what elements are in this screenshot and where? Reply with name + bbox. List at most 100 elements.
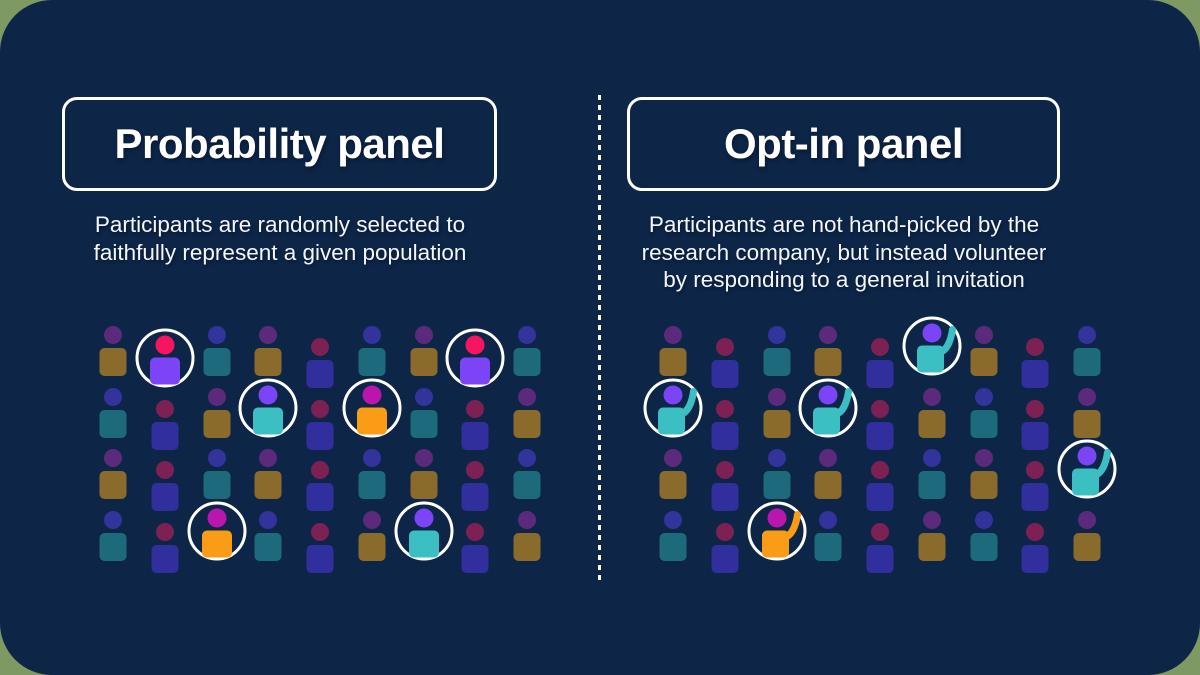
person-icon [203,326,230,376]
person-icon [513,326,541,376]
person-icon [1021,461,1049,512]
person-icon [306,338,334,388]
selection-ring [238,378,298,438]
person-icon [763,387,790,438]
person-icon [918,387,946,438]
selected-person-icon [342,378,402,438]
selection-ring [747,501,806,561]
person-icon [306,399,334,450]
person-icon [151,399,179,450]
raised-arm [832,387,853,418]
person-icon [1021,523,1049,574]
person-icon [763,326,790,376]
person-icon [358,326,386,376]
volunteer-person-icon [643,378,703,438]
person-icon [513,449,541,500]
probability-title-box: Probability panel [62,97,497,191]
person-icon [970,387,997,438]
selection-ring [1057,439,1117,499]
selection-ring [902,316,962,376]
selected-person-icon [135,328,195,388]
person-icon [1073,326,1101,376]
selected-person-icon [238,378,298,438]
person-icon [461,399,489,450]
person-icon [970,511,997,562]
divider-dotted-line [598,95,601,582]
person-icon [866,523,894,574]
person-icon [866,338,894,388]
description-line: Participants are not hand-picked by the [648,212,1040,237]
probability-title: Probability panel [114,120,445,167]
selected-person-icon [394,501,453,561]
description-line: research company, but instead volunteer [641,239,1047,265]
selection-ring [187,501,246,561]
person-icon [814,511,842,562]
person-icon [970,326,997,376]
person-icon [918,511,946,562]
person-icon [410,387,437,438]
volunteer-person-icon [902,316,962,376]
person-icon [151,461,179,512]
person-icon [306,461,334,512]
person-icon [513,511,541,562]
selection-ring [643,378,703,438]
person-icon [814,449,842,500]
probability-description: Participants are randomly selected to fa… [20,211,540,266]
description-line: by responding to a general invitation [663,267,1025,292]
description-line: faithfully represent a given population [93,239,467,265]
person-icon [513,387,541,438]
person-icon [711,523,739,574]
person-icon [659,511,687,562]
person-icon [358,511,386,562]
person-icon [763,449,790,500]
raised-arm [781,511,801,541]
selection-ring [445,328,505,388]
selection-ring [342,378,402,438]
person-icon [410,326,437,376]
person-icon [711,338,739,388]
person-icon [254,326,282,376]
opt-in-title: Opt-in panel [724,120,964,167]
person-icon [1073,387,1101,438]
person-icon [99,449,127,500]
person-icon [866,461,894,512]
selection-ring [135,328,195,388]
person-icon [814,326,842,376]
person-icon [461,523,489,574]
volunteer-person-icon [1057,439,1117,499]
person-icon [410,449,437,500]
selected-person-icon [445,328,505,388]
person-icon [711,461,739,512]
description-line: Participants are randomly selected to [94,212,466,237]
person-icon [970,449,997,500]
opt-in-description: Participants are not hand-picked by the … [584,211,1104,294]
volunteer-person-icon [798,378,858,438]
opt-in-title-box: Opt-in panel [627,97,1060,191]
person-icon [203,449,230,500]
person-icon [151,523,179,574]
selection-ring [394,501,453,561]
person-icon [203,387,230,438]
person-icon [254,449,282,500]
person-icon [99,511,127,562]
person-icon [358,449,386,500]
person-icon [461,461,489,512]
person-icon [306,523,334,574]
selected-person-icon [187,501,246,561]
person-icon [1073,511,1101,562]
person-icon [659,326,687,376]
volunteer-person-icon [747,501,806,561]
raised-arm [677,387,697,418]
person-icon [254,511,282,562]
person-icon [1021,399,1049,450]
person-icon [659,449,687,500]
person-icon [918,449,946,500]
raised-arm [936,326,956,356]
selection-ring [798,378,858,438]
person-icon [1021,338,1049,388]
person-icon [711,399,739,450]
